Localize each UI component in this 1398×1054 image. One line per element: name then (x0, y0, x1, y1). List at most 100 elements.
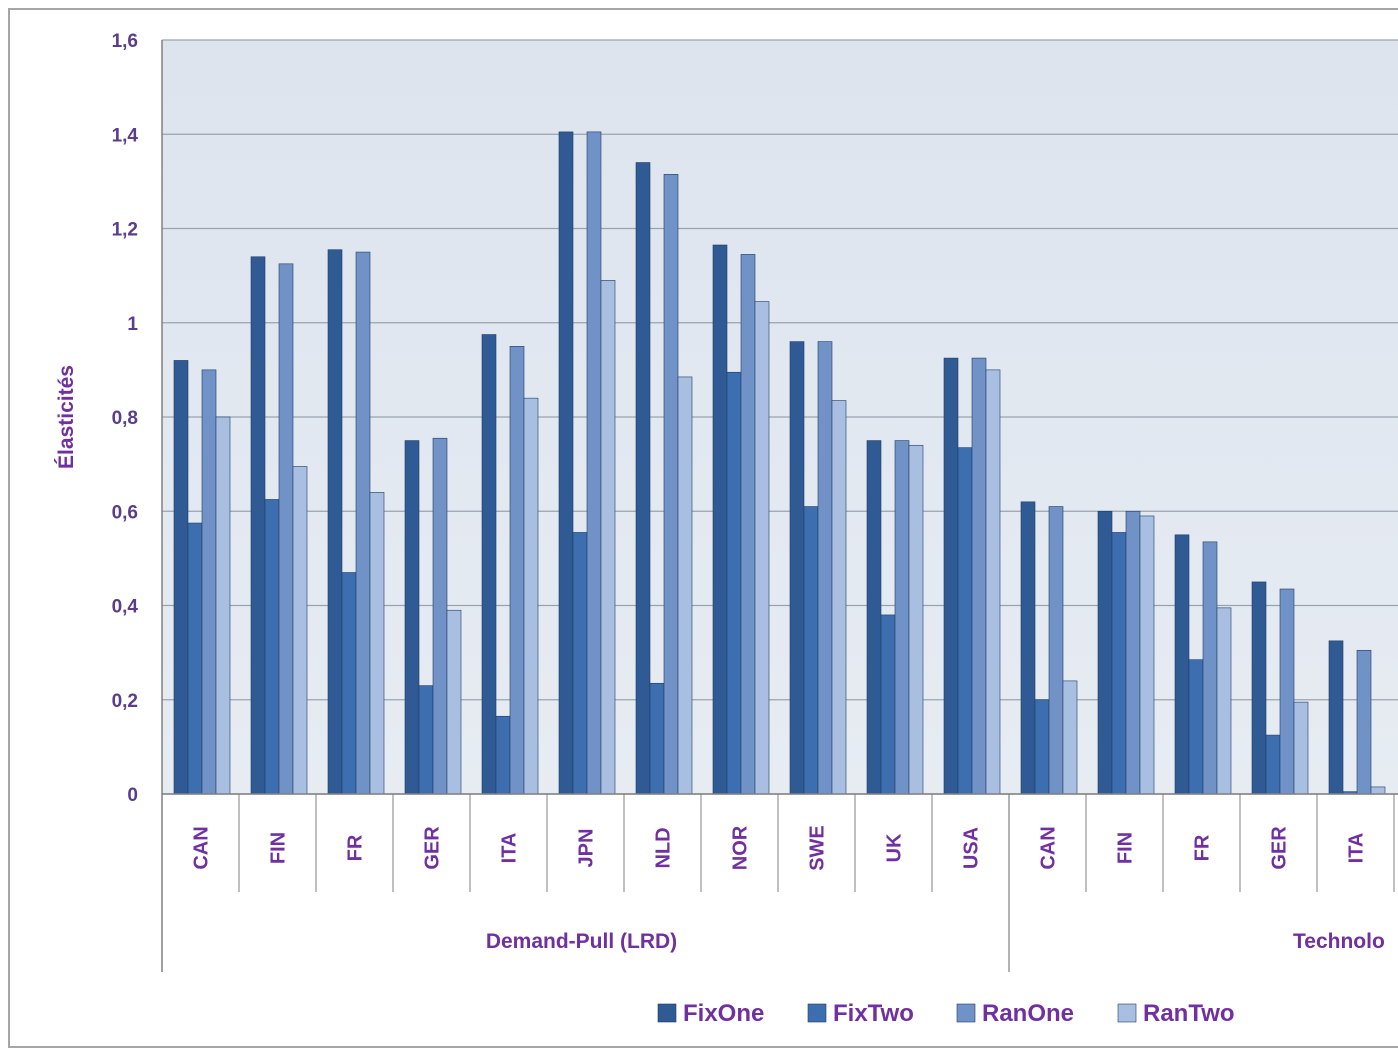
bar-fixone-ger (404, 440, 420, 795)
x-tick-label: ITA (1346, 833, 1368, 864)
axes (161, 40, 1398, 972)
bar-fixtwo-uk (880, 614, 896, 795)
bar-rantwo-uk (908, 444, 924, 795)
legend-label-rantwo: RanTwo (1143, 1000, 1235, 1027)
bar-rantwo-jpn (600, 280, 616, 795)
bar-fixtwo-nld (649, 682, 665, 795)
legend-swatch-fixtwo (807, 1003, 827, 1023)
bar-fixone-fin (1097, 510, 1113, 795)
bar-ranone-ita (509, 346, 525, 795)
bar-fixtwo-swe (803, 506, 819, 795)
bar-rantwo-fin (292, 466, 308, 795)
bar-ranone-fin (278, 263, 294, 795)
bar-chart: 0 0,2 0,4 0,6 0,8 1 1,2 1,4 1,6 CAN FIN FR GER ITA JP… (55, 31, 1398, 1027)
bar-rantwo-nld (677, 376, 693, 795)
x-tick-label: ITA (499, 833, 521, 864)
legend-swatch-fixone (657, 1003, 677, 1023)
bar-ranone-swe (817, 341, 833, 795)
bar-fixone-fr (327, 249, 343, 795)
y-tick-label: 0,4 (112, 597, 139, 618)
bar-fixone-ita (481, 334, 497, 795)
y-tick-label: 0 (127, 785, 138, 806)
bar-rantwo-fr (369, 492, 385, 795)
bar-fixone-swe (789, 341, 805, 795)
x-tick-label: FR (1192, 834, 1214, 861)
bar-rantwo-can (1062, 680, 1078, 795)
x-tick-label: GER (1269, 826, 1291, 870)
legend-swatch-ranone (956, 1003, 976, 1023)
bar-rantwo-ger (1293, 701, 1309, 795)
y-tick-label: 1,6 (112, 31, 138, 52)
bar-fixone-can (1020, 501, 1036, 795)
bar-fixtwo-can (187, 522, 203, 795)
y-tick-label: 0,2 (112, 691, 138, 712)
y-tick-label: 1,2 (112, 220, 138, 241)
bar-fixone-nld (635, 162, 651, 795)
bar-fixone-fr (1174, 534, 1190, 795)
bar-fixtwo-jpn (572, 532, 588, 795)
bar-ranone-jpn (586, 131, 602, 795)
x-tick-label: CAN (1038, 826, 1060, 869)
y-tick-label: 0,8 (112, 408, 138, 429)
x-tick-label: JPN (576, 829, 598, 868)
bar-fixone-nor (712, 244, 728, 795)
legend: FixOne FixTwo RanOne RanTwo (657, 1000, 1235, 1027)
bar-ranone-can (1048, 506, 1064, 795)
bar-rantwo-ger (446, 609, 462, 795)
bar-ranone-ita (1356, 649, 1372, 795)
y-tick-label: 0,6 (112, 502, 138, 523)
x-tick-label: FIN (1115, 832, 1137, 864)
bar-rantwo-fin (1139, 515, 1155, 795)
bar-ranone-ger (432, 437, 448, 795)
group-label: Technolo (1293, 930, 1385, 953)
bar-fixone-jpn (558, 131, 574, 795)
x-tick-label: SWE (807, 825, 829, 871)
x-tick-label: UK (884, 833, 906, 862)
x-tick-label: NLD (653, 827, 675, 868)
bar-ranone-uk (894, 440, 910, 795)
bar-ranone-nor (740, 254, 756, 795)
legend-label-ranone: RanOne (982, 1000, 1074, 1027)
y-tick-label: 1,4 (112, 125, 139, 146)
bar-rantwo-nor (754, 301, 770, 795)
y-axis-title: Élasticités (55, 365, 78, 469)
bar-ranone-usa (971, 357, 987, 795)
bar-fixtwo-nor (726, 371, 742, 795)
x-tick-label: GER (422, 826, 444, 870)
bar-ranone-fr (355, 251, 371, 795)
bar-rantwo-usa (985, 369, 1001, 795)
bar-fixtwo-fr (1188, 659, 1204, 795)
bar-fixtwo-fin (1111, 532, 1127, 795)
bar-ranone-fin (1125, 510, 1141, 795)
bar-fixone-ger (1251, 581, 1267, 795)
y-tick-label: 1 (127, 314, 138, 335)
bar-fixone-uk (866, 440, 882, 795)
bar-rantwo-can (215, 416, 231, 795)
bar-rantwo-ita (1370, 786, 1386, 795)
group-label: Demand-Pull (LRD) (486, 930, 677, 953)
bar-rantwo-swe (831, 400, 847, 795)
legend-label-fixone: FixOne (683, 1000, 764, 1027)
y-axis-ticks: 0 0,2 0,4 0,6 0,8 1 1,2 1,4 1,6 (112, 31, 139, 806)
x-tick-label: FIN (268, 832, 290, 864)
bar-ranone-ger (1279, 588, 1295, 795)
legend-label-fixtwo: FixTwo (833, 1000, 914, 1027)
bar-fixtwo-ita (495, 715, 511, 795)
bar-fixtwo-ger (1265, 734, 1281, 795)
bar-rantwo-fr (1216, 607, 1232, 795)
bar-rantwo-ita (523, 397, 539, 795)
bar-fixone-ita (1328, 640, 1344, 795)
bar-fixtwo-usa (957, 447, 973, 795)
bar-ranone-nld (663, 174, 679, 795)
category-labels: CAN FIN FR GER ITA JPN NLD NOR SWE UK USA CAN FIN FR G… (191, 825, 1368, 871)
x-tick-label: USA (961, 827, 983, 869)
bar-fixtwo-fin (264, 499, 280, 795)
x-tick-label: CAN (191, 826, 213, 869)
legend-swatch-rantwo (1117, 1003, 1137, 1023)
bar-fixone-usa (943, 357, 959, 795)
bar-fixone-can (173, 360, 189, 795)
bar-fixtwo-can (1034, 699, 1050, 795)
group-labels: Demand-Pull (LRD) Technolo (486, 930, 1385, 953)
bar-ranone-can (201, 369, 217, 795)
bar-fixone-fin (250, 256, 266, 795)
